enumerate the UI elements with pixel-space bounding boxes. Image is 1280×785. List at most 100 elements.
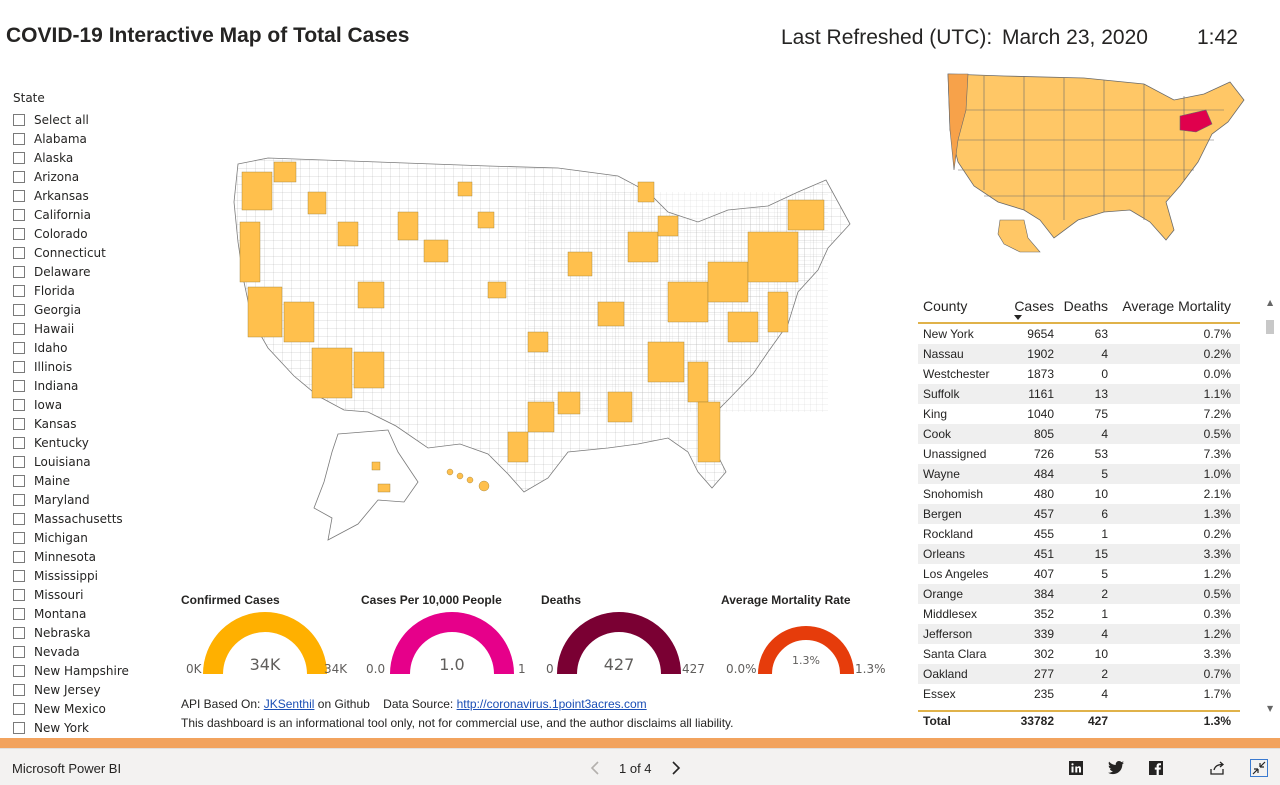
slicer-item[interactable]: Hawaii: [13, 319, 163, 338]
checkbox[interactable]: [13, 113, 25, 126]
slicer-item[interactable]: Maine: [13, 471, 163, 490]
table-row[interactable]: Middlesex 352 1 0.3%: [918, 604, 1240, 624]
slicer-item[interactable]: New York: [13, 718, 163, 735]
checkbox[interactable]: [13, 208, 25, 221]
checkbox[interactable]: [13, 588, 25, 601]
checkbox[interactable]: [13, 474, 25, 487]
slicer-item[interactable]: Minnesota: [13, 547, 163, 566]
slicer-item[interactable]: Kansas: [13, 414, 163, 433]
source-link[interactable]: http://coronavirus.1point3acres.com: [456, 697, 647, 711]
fullscreen-exit-icon[interactable]: [1250, 759, 1268, 777]
next-page-button[interactable]: [666, 758, 686, 778]
slicer-item[interactable]: Nevada: [13, 642, 163, 661]
gauge-arc[interactable]: [388, 610, 516, 678]
header-cases[interactable]: Cases: [1014, 298, 1054, 314]
slicer-item[interactable]: Iowa: [13, 395, 163, 414]
slicer-item[interactable]: Montana: [13, 604, 163, 623]
checkbox[interactable]: [13, 569, 25, 582]
checkbox[interactable]: [13, 436, 25, 449]
checkbox[interactable]: [13, 683, 25, 696]
slicer-item[interactable]: Florida: [13, 281, 163, 300]
slicer-item[interactable]: Idaho: [13, 338, 163, 357]
table-row[interactable]: Suffolk 1161 13 1.1%: [918, 384, 1240, 404]
twitter-icon[interactable]: [1107, 759, 1125, 777]
checkbox[interactable]: [13, 284, 25, 297]
checkbox[interactable]: [13, 227, 25, 240]
checkbox[interactable]: [13, 455, 25, 468]
table-row[interactable]: Westchester 1873 0 0.0%: [918, 364, 1240, 384]
slicer-item[interactable]: Illinois: [13, 357, 163, 376]
checkbox[interactable]: [13, 531, 25, 544]
county-map[interactable]: [228, 152, 868, 552]
table-row[interactable]: Jefferson 339 4 1.2%: [918, 624, 1240, 644]
slicer-item[interactable]: Maryland: [13, 490, 163, 509]
share-icon[interactable]: [1209, 759, 1227, 777]
checkbox[interactable]: [13, 493, 25, 506]
slicer-item[interactable]: Indiana: [13, 376, 163, 395]
slicer-item[interactable]: Georgia: [13, 300, 163, 319]
slicer-item[interactable]: Missouri: [13, 585, 163, 604]
checkbox[interactable]: [13, 360, 25, 373]
linkedin-icon[interactable]: [1067, 759, 1085, 777]
header-deaths[interactable]: Deaths: [1063, 298, 1108, 314]
table-row[interactable]: New York 9654 63 0.7%: [918, 324, 1240, 344]
checkbox[interactable]: [13, 132, 25, 145]
table-row[interactable]: Orange 384 2 0.5%: [918, 584, 1240, 604]
checkbox[interactable]: [13, 398, 25, 411]
checkbox[interactable]: [13, 265, 25, 278]
slicer-item[interactable]: Delaware: [13, 262, 163, 281]
checkbox[interactable]: [13, 721, 25, 734]
slicer-item[interactable]: Mississippi: [13, 566, 163, 585]
checkbox[interactable]: [13, 246, 25, 259]
checkbox[interactable]: [13, 170, 25, 183]
slicer-item[interactable]: Select all: [13, 110, 163, 129]
slicer-item[interactable]: Michigan: [13, 528, 163, 547]
slicer-item[interactable]: Louisiana: [13, 452, 163, 471]
slicer-item[interactable]: Arkansas: [13, 186, 163, 205]
checkbox[interactable]: [13, 303, 25, 316]
scroll-up-icon[interactable]: ▲: [1267, 298, 1274, 307]
api-link[interactable]: JKSenthil: [263, 697, 315, 711]
brand-label[interactable]: Microsoft Power BI: [12, 761, 122, 776]
slicer-item[interactable]: New Hampshire: [13, 661, 163, 680]
checkbox[interactable]: [13, 645, 25, 658]
header-county[interactable]: County: [923, 298, 968, 314]
table-row[interactable]: King 1040 75 7.2%: [918, 404, 1240, 424]
checkbox[interactable]: [13, 512, 25, 525]
table-row[interactable]: Bergen 457 6 1.3%: [918, 504, 1240, 524]
table-row[interactable]: Unassigned 726 53 7.3%: [918, 444, 1240, 464]
table-row[interactable]: Cook 805 4 0.5%: [918, 424, 1240, 444]
table-scrollbar-thumb[interactable]: [1266, 320, 1274, 334]
slicer-item[interactable]: Kentucky: [13, 433, 163, 452]
slicer-item[interactable]: Nebraska: [13, 623, 163, 642]
slicer-item[interactable]: Colorado: [13, 224, 163, 243]
checkbox[interactable]: [13, 702, 25, 715]
slicer-item[interactable]: New Mexico: [13, 699, 163, 718]
gauge-arc[interactable]: [201, 610, 329, 678]
checkbox[interactable]: [13, 607, 25, 620]
gauge-arc[interactable]: [756, 624, 856, 678]
table-row[interactable]: Essex 235 4 1.7%: [918, 684, 1240, 704]
table-row[interactable]: Wayne 484 5 1.0%: [918, 464, 1240, 484]
slicer-item[interactable]: Alaska: [13, 148, 163, 167]
slicer-item[interactable]: Massachusetts: [13, 509, 163, 528]
gauge-arc[interactable]: [555, 610, 683, 678]
slicer-item[interactable]: Arizona: [13, 167, 163, 186]
previous-page-button[interactable]: [585, 758, 605, 778]
state-map[interactable]: [944, 70, 1248, 260]
checkbox[interactable]: [13, 417, 25, 430]
table-row[interactable]: Orleans 451 15 3.3%: [918, 544, 1240, 564]
scroll-down-icon[interactable]: ▼: [1267, 704, 1274, 713]
table-row[interactable]: Oakland 277 2 0.7%: [918, 664, 1240, 684]
table-row[interactable]: Snohomish 480 10 2.1%: [918, 484, 1240, 504]
facebook-icon[interactable]: [1147, 759, 1165, 777]
checkbox[interactable]: [13, 151, 25, 164]
table-row[interactable]: Los Angeles 407 5 1.2%: [918, 564, 1240, 584]
table-row[interactable]: Nassau 1902 4 0.2%: [918, 344, 1240, 364]
checkbox[interactable]: [13, 550, 25, 563]
table-row[interactable]: Santa Clara 302 10 3.3%: [918, 644, 1240, 664]
slicer-item[interactable]: Alabama: [13, 129, 163, 148]
checkbox[interactable]: [13, 189, 25, 202]
slicer-item[interactable]: New Jersey: [13, 680, 163, 699]
slicer-item[interactable]: California: [13, 205, 163, 224]
